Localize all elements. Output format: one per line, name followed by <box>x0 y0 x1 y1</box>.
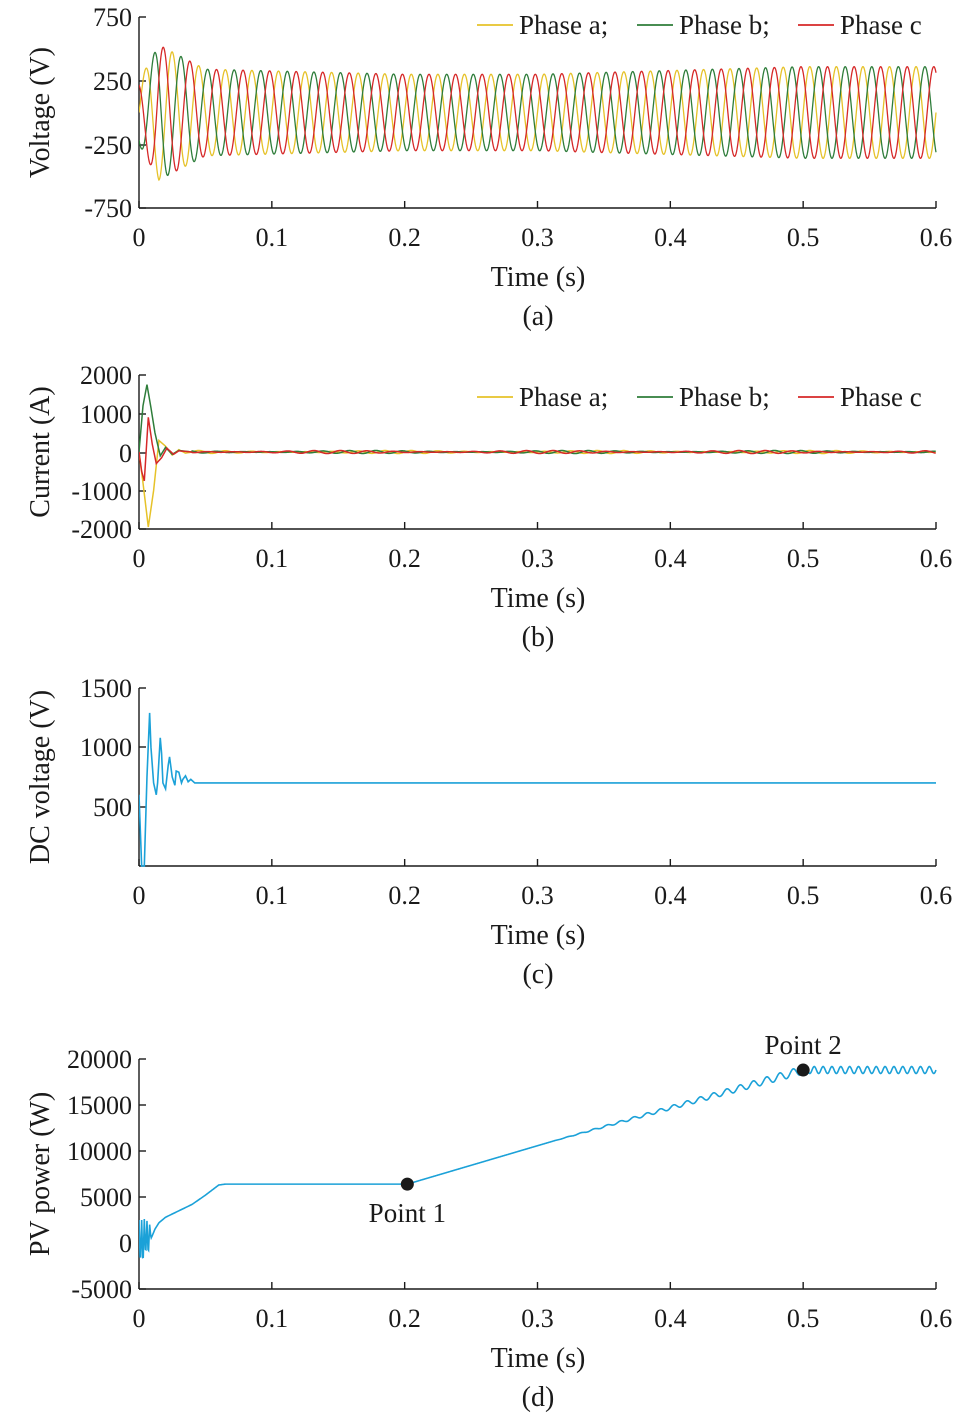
x-tick-label: 0.6 <box>920 544 953 573</box>
x-tick-label: 0.1 <box>256 544 289 573</box>
x-tick-label: 0.4 <box>654 1304 687 1333</box>
x-tick-label: 0.4 <box>654 223 687 252</box>
x-tick-label: 0 <box>133 544 146 573</box>
y-tick-label: 750 <box>93 3 132 32</box>
legend-label: Phase b; <box>679 382 770 412</box>
y-tick-label: -250 <box>84 131 132 160</box>
chart-c: 0 0.1 0.2 0.3 0.4 0.5 0.6 1500 1000 500 DC voltage… <box>25 674 952 990</box>
x-tick-label: 0.5 <box>787 881 820 910</box>
plot-area <box>139 1065 937 1259</box>
y-tick-label: 1500 <box>80 674 132 703</box>
y-tick-label: 2000 <box>80 361 132 390</box>
plot-area <box>139 712 936 867</box>
x-axis-label: Time (s) <box>491 583 586 614</box>
series-line-phase-c <box>139 417 936 482</box>
x-tick-label: 0.2 <box>388 881 421 910</box>
x-tick-label: 0.2 <box>388 1304 421 1333</box>
x-axis-label: Time (s) <box>491 920 586 951</box>
point-label: Point 1 <box>369 1198 446 1228</box>
x-tick-label: 0.4 <box>654 881 687 910</box>
x-tick-label: 0.2 <box>388 544 421 573</box>
y-tick-label: 10000 <box>67 1137 132 1166</box>
x-tick-label: 0.5 <box>787 223 820 252</box>
x-tick-label: 0.1 <box>256 881 289 910</box>
series-line-phase-a <box>139 51 937 182</box>
y-tick-label: 20000 <box>67 1045 132 1074</box>
legend-label: Phase b; <box>679 10 770 40</box>
series-line-pv-power <box>139 1065 937 1259</box>
x-tick-label: 0 <box>133 1304 146 1333</box>
legend: Phase a; Phase b; Phase c <box>477 10 922 40</box>
y-tick-label: -750 <box>84 194 132 223</box>
x-tick-label: 0.3 <box>521 544 554 573</box>
y-axis-label: Current (A) <box>25 386 56 517</box>
x-tick-label: 0 <box>133 223 146 252</box>
y-tick-label: 0 <box>119 1229 132 1258</box>
x-tick-label: 0.6 <box>920 881 953 910</box>
y-tick-label: 5000 <box>80 1183 132 1212</box>
chart-d: 0 0.1 0.2 0.3 0.4 0.5 0.620000150001000050000-… <box>25 1030 952 1413</box>
y-tick-label: -2000 <box>71 515 132 544</box>
y-axis-label: Voltage (V) <box>25 47 56 178</box>
legend: Phase a; Phase b; Phase c <box>477 382 922 412</box>
x-tick-label: 0.3 <box>521 223 554 252</box>
figure-caption: (c) <box>522 959 553 990</box>
series-line-phase-c <box>139 46 937 172</box>
legend-label: Phase a; <box>519 10 608 40</box>
series-line-dc-voltage <box>139 712 936 867</box>
x-tick-label: 0.1 <box>256 1304 289 1333</box>
x-axis-label: Time (s) <box>491 1343 586 1374</box>
y-tick-label: 1000 <box>80 733 132 762</box>
legend-label: Phase c <box>840 382 922 412</box>
x-tick-label: 0.3 <box>521 881 554 910</box>
x-tick-label: 0.2 <box>388 223 421 252</box>
x-tick-label: 0.4 <box>654 544 687 573</box>
x-tick-label: 0.6 <box>920 1304 953 1333</box>
figure-caption: (d) <box>522 1382 555 1413</box>
point-marker <box>400 1177 414 1191</box>
y-tick-label: 0 <box>119 439 132 468</box>
x-tick-label: 0 <box>133 881 146 910</box>
y-axis-label: PV power (W) <box>25 1092 56 1256</box>
point-label: Point 2 <box>765 1030 842 1060</box>
plot-area <box>139 384 936 528</box>
figure-caption: (a) <box>522 301 553 332</box>
x-axis-label: Time (s) <box>491 262 586 293</box>
x-tick-label: 0.6 <box>920 223 953 252</box>
plot-area <box>139 46 937 182</box>
x-tick-label: 0.3 <box>521 1304 554 1333</box>
y-tick-label: 15000 <box>67 1091 132 1120</box>
figure-caption: (b) <box>522 622 555 653</box>
y-tick-label: 1000 <box>80 400 132 429</box>
x-tick-label: 0.5 <box>787 1304 820 1333</box>
point-marker <box>796 1063 810 1077</box>
y-tick-label: -1000 <box>71 477 132 506</box>
y-tick-label: 250 <box>93 67 132 96</box>
y-axis-label: DC voltage (V) <box>25 690 56 864</box>
x-tick-label: 0.1 <box>256 223 289 252</box>
chart-a: 0 0.1 0.2 0.3 0.4 0.5 0.6 750 250 -250 -750 Voltage… <box>25 3 952 332</box>
legend-label: Phase a; <box>519 382 608 412</box>
series-line-phase-b <box>139 51 937 177</box>
x-tick-label: 0.5 <box>787 544 820 573</box>
legend-label: Phase c <box>840 10 922 40</box>
chart-b: 0 0.1 0.2 0.3 0.4 0.5 0.6 2000 1000 0 -1000 -2000 Cu… <box>25 361 952 653</box>
y-tick-label: 500 <box>93 793 132 822</box>
y-tick-label: -5000 <box>71 1275 132 1304</box>
